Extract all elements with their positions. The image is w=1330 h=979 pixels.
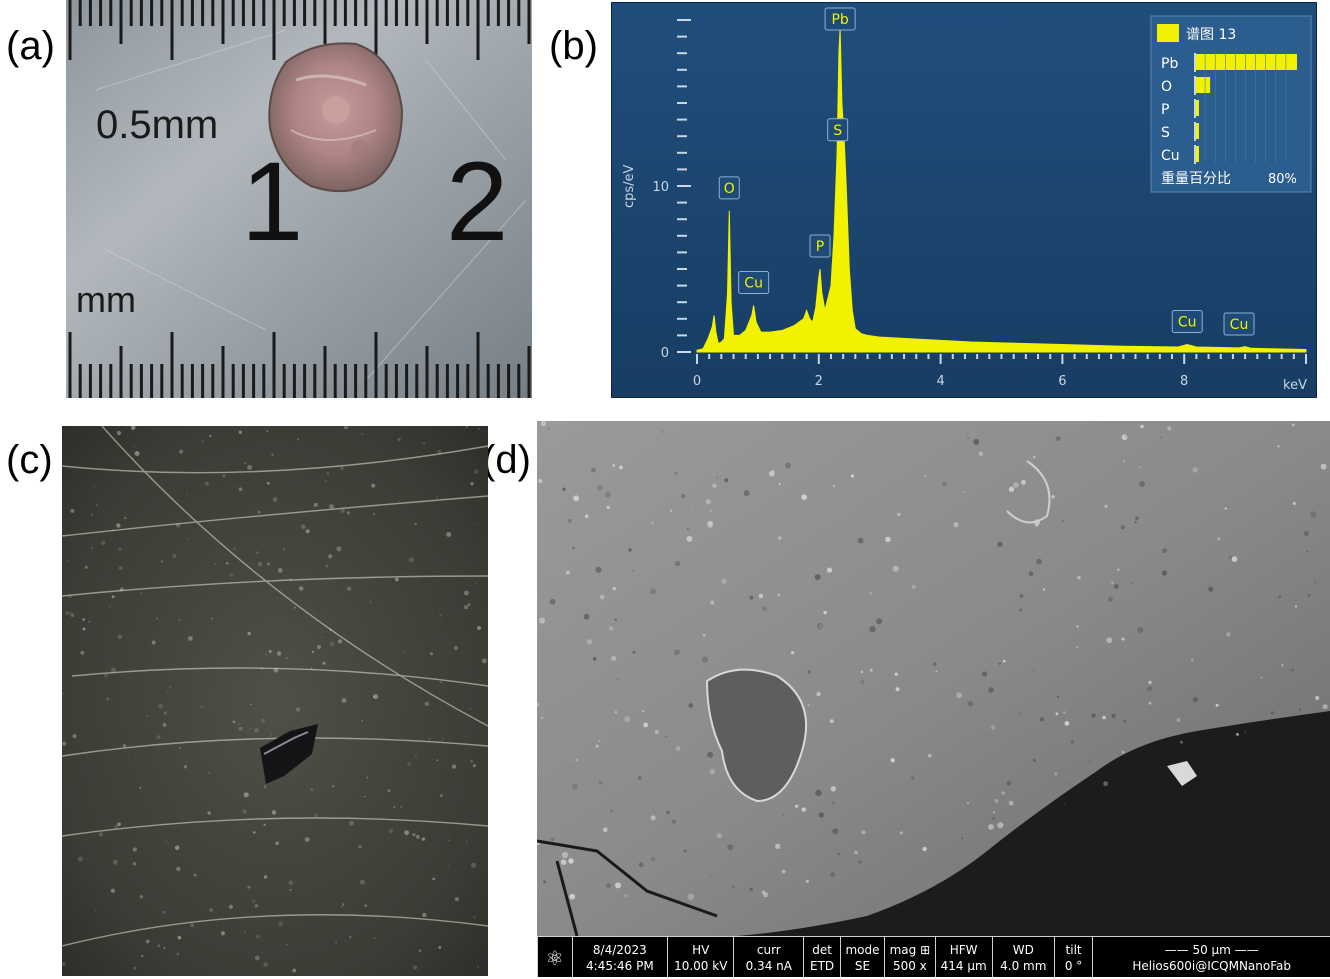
sem-info-cell: mode SE bbox=[839, 937, 884, 977]
legend-footer-value: 80% bbox=[1268, 172, 1297, 187]
x-tick-label: 8 bbox=[1180, 374, 1188, 389]
sem-info-label: 8/4/2023 bbox=[592, 942, 647, 957]
sem-info-label: —— 50 µm —— bbox=[1164, 942, 1259, 957]
ruler-label-half-mm: 0.5mm bbox=[96, 103, 218, 147]
y-tick-label: 10 bbox=[652, 180, 669, 195]
sem-info-cell: HV 10.00 kV bbox=[667, 937, 733, 977]
peak-label-text: P bbox=[816, 239, 824, 255]
sem-image: ⚛ 8/4/2023 4:45:46 PM HV 10.00 kV curr 0.34 nA… bbox=[537, 421, 1330, 977]
sem-info-label: mode bbox=[845, 942, 880, 957]
eds-spectrum-chart: 0 10 0 2 4 6 8 O Cu P S Pb Cu Cu cps/eV keV 谱图 13 Pb… bbox=[611, 2, 1317, 398]
peak-label-text: S bbox=[833, 123, 842, 139]
sem-info-cell: —— 50 µm —— Helios600i@ICQMNanoFab bbox=[1092, 937, 1330, 977]
sem-info-value: 10.00 kV bbox=[674, 958, 728, 973]
legend-element-label: S bbox=[1161, 125, 1170, 141]
sem-info-cell: mag ⊞ 500 x bbox=[884, 937, 934, 977]
legend-bar bbox=[1196, 146, 1199, 162]
legend-bar bbox=[1196, 77, 1211, 93]
y-axis-label: cps/eV bbox=[622, 164, 637, 208]
peak-label-cu: Cu bbox=[1223, 312, 1255, 336]
peak-label-cu: Cu bbox=[738, 271, 770, 295]
sem-info-label: curr bbox=[756, 942, 781, 957]
legend-footer-label: 重量百分比 bbox=[1161, 171, 1231, 187]
legend-element-label: P bbox=[1161, 102, 1169, 118]
sem-info-label: det bbox=[812, 942, 832, 957]
peak-label-s: S bbox=[827, 118, 849, 142]
sem-info-label: HFW bbox=[949, 942, 978, 957]
sem-info-bar: ⚛ 8/4/2023 4:45:46 PM HV 10.00 kV curr 0.34 nA… bbox=[537, 936, 1330, 977]
x-tick-label: 0 bbox=[693, 374, 701, 389]
sample-pellet bbox=[268, 42, 404, 193]
sem-info-label: WD bbox=[1012, 942, 1034, 957]
legend-series-name: 谱图 13 bbox=[1186, 27, 1236, 43]
peak-label-p: P bbox=[809, 234, 831, 258]
y-tick-label: 0 bbox=[661, 346, 669, 361]
x-axis-label: keV bbox=[1283, 378, 1307, 393]
microscope-photo-svg bbox=[62, 426, 488, 976]
peak-label-text: O bbox=[724, 181, 735, 197]
legend-element-label: O bbox=[1161, 79, 1172, 95]
sem-info-label: mag ⊞ bbox=[889, 942, 931, 957]
sem-info-value: 4.0 mm bbox=[1000, 958, 1047, 973]
legend-element-label: Pb bbox=[1161, 56, 1178, 72]
sem-info-cell: det ETD bbox=[803, 937, 840, 977]
peak-label-text: Cu bbox=[744, 276, 763, 292]
sem-info-value: SE bbox=[854, 958, 871, 973]
legend-bar bbox=[1196, 100, 1199, 116]
sem-info-value: 414 µm bbox=[940, 958, 987, 973]
x-tick-label: 4 bbox=[936, 374, 944, 389]
legend-bar bbox=[1196, 123, 1199, 139]
sem-info-value: 0.34 nA bbox=[745, 958, 792, 973]
sem-info-cell: WD 4.0 mm bbox=[991, 937, 1054, 977]
sem-info-value: 500 x bbox=[892, 958, 927, 973]
peak-label-text: Pb bbox=[831, 12, 848, 28]
photo-ruler-sample: 0.5mm mm 1 2 bbox=[66, 0, 532, 398]
sample-flake bbox=[260, 724, 318, 784]
ruler-number-2: 2 bbox=[446, 139, 508, 264]
sem-info-cell: tilt 0 ° bbox=[1053, 937, 1092, 977]
peak-label-cu: Cu bbox=[1171, 310, 1203, 334]
panel-label-b: (b) bbox=[549, 24, 598, 68]
panel-label-c: (c) bbox=[6, 438, 53, 482]
x-tick-label: 6 bbox=[1058, 374, 1066, 389]
peak-label-pb: Pb bbox=[824, 7, 856, 31]
panel-label-d: (d) bbox=[482, 438, 531, 482]
sem-image-svg bbox=[537, 421, 1330, 977]
sem-info-label: HV bbox=[692, 942, 710, 957]
peak-label-text: Cu bbox=[1230, 317, 1249, 333]
atom-icon: ⚛ bbox=[545, 945, 564, 970]
spectrum-trace bbox=[696, 28, 1307, 353]
sem-info-value: Helios600i@ICQMNanoFab bbox=[1132, 958, 1291, 973]
sem-info-value: 4:45:46 PM bbox=[586, 958, 654, 973]
sem-info-value: ETD bbox=[809, 958, 835, 973]
sem-info-value: 0 ° bbox=[1064, 958, 1083, 973]
sem-info-cell: HFW 414 µm bbox=[934, 937, 992, 977]
x-tick-label: 2 bbox=[815, 374, 823, 389]
legend: 谱图 13 Pb OPS Cu 重量百分比 80% bbox=[1150, 15, 1312, 193]
legend-element-label: Cu bbox=[1161, 148, 1180, 164]
sem-info-cell: 8/4/2023 4:45:46 PM bbox=[571, 937, 668, 977]
panel-label-a: (a) bbox=[6, 24, 55, 68]
legend-swatch bbox=[1157, 24, 1179, 42]
ruler-photo-svg: 0.5mm mm 1 2 bbox=[66, 0, 532, 398]
sem-info-label: tilt bbox=[1065, 942, 1082, 957]
ruler-label-mm: mm bbox=[76, 279, 136, 320]
peak-label-o: O bbox=[718, 176, 740, 200]
sem-info-cell: curr 0.34 nA bbox=[733, 937, 803, 977]
peak-label-text: Cu bbox=[1178, 315, 1197, 331]
sem-logo-cell: ⚛ bbox=[537, 937, 572, 977]
legend-bar bbox=[1196, 54, 1297, 70]
photo-microscope-flake bbox=[62, 426, 488, 976]
